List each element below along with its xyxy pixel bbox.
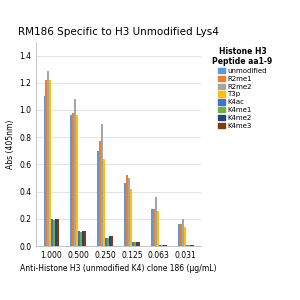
Bar [126,175,128,246]
Bar [80,232,82,246]
Bar [74,99,76,246]
Bar [70,116,72,246]
Bar [101,124,103,246]
Bar [76,116,78,246]
Bar [157,211,159,246]
Bar [51,219,53,246]
Bar [97,151,99,246]
Bar [151,209,153,246]
Bar [128,178,130,246]
Bar [82,231,84,246]
Bar [103,159,105,246]
Bar [44,96,45,246]
Bar [45,80,47,246]
Bar [130,189,132,246]
Bar [186,244,188,246]
Bar [182,219,184,246]
Bar [53,220,55,246]
Bar [136,242,138,246]
Bar [165,244,167,246]
Bar [78,231,80,246]
Bar [184,227,186,246]
Bar [155,197,157,246]
Bar [55,219,57,246]
Bar [134,242,136,246]
Bar [105,238,107,246]
Bar [111,236,113,246]
Bar [188,244,190,246]
Bar [190,244,192,246]
Title: RM186 Specific to H3 Unmodified Lys4: RM186 Specific to H3 Unmodified Lys4 [18,27,219,37]
Bar [192,244,194,246]
Bar [159,244,161,246]
Bar [99,141,101,246]
Bar [84,231,86,246]
Y-axis label: Abs (405nm): Abs (405nm) [6,119,15,169]
Bar [132,242,134,246]
Bar [124,183,126,246]
Bar [178,224,180,246]
Bar [138,242,140,246]
Bar [109,236,111,246]
Bar [153,209,155,246]
Bar [107,238,109,246]
Bar [49,80,51,246]
Bar [57,219,59,246]
Legend: unmodified, R2me1, R2me2, T3p, K4ac, K4me1, K4me2, K4me3: unmodified, R2me1, R2me2, T3p, K4ac, K4m… [211,46,274,130]
Bar [163,244,165,246]
X-axis label: Anti-Histone H3 (unmodified K4) clone 186 (μg/mL): Anti-Histone H3 (unmodified K4) clone 18… [20,264,217,273]
Bar [161,244,163,246]
Bar [47,70,49,246]
Bar [72,113,74,246]
Bar [180,224,182,246]
